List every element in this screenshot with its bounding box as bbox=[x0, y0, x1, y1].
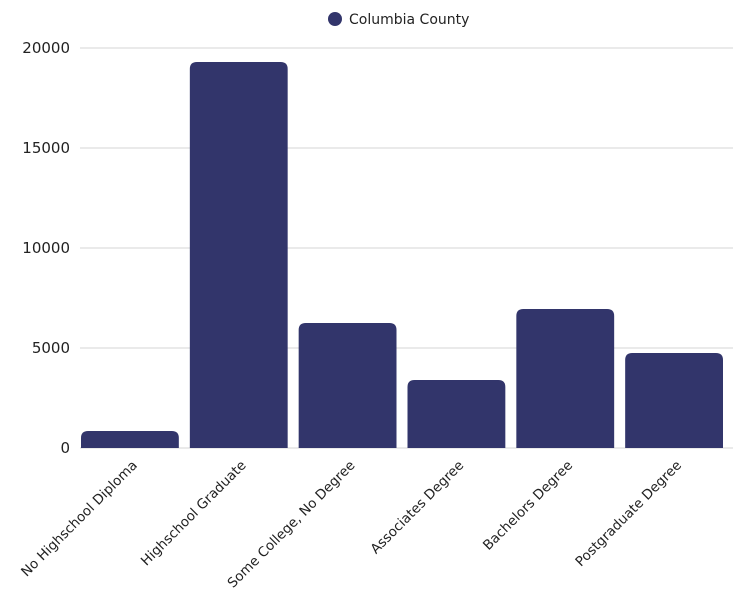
bar-postgraduate-degree bbox=[625, 353, 723, 448]
x-tick-label-postgraduate-degree: Postgraduate Degree bbox=[572, 458, 684, 570]
bar-bachelors-degree bbox=[516, 309, 615, 448]
x-tick-label-highschool-graduate: Highschool Graduate bbox=[138, 458, 250, 570]
bar-associates-degree bbox=[407, 380, 506, 448]
x-tick-label-bachelors-degree: Bachelors Degree bbox=[480, 458, 576, 554]
bar-some-college-no-degree bbox=[298, 323, 397, 448]
gridlines bbox=[80, 47, 733, 449]
x-tick-label-some-college-no-degree: Some College, No Degree bbox=[225, 458, 359, 592]
y-tick-label: 0 bbox=[60, 439, 70, 457]
legend-swatch bbox=[328, 12, 342, 26]
y-tick-label: 20000 bbox=[22, 39, 70, 57]
y-tick-label: 15000 bbox=[22, 139, 70, 157]
x-tick-label-no-highschool-diploma: No Highschool Diploma bbox=[18, 458, 141, 581]
bar-highschool-graduate bbox=[189, 62, 288, 448]
y-tick-label: 5000 bbox=[32, 339, 70, 357]
y-axis-ticks: 0 5000 10000 15000 20000 bbox=[22, 39, 70, 457]
x-tick-label-associates-degree: Associates Degree bbox=[367, 458, 467, 558]
legend: Columbia County bbox=[328, 12, 469, 28]
bar-no-highschool-diploma bbox=[81, 431, 179, 448]
legend-label-columbia-county: Columbia County bbox=[349, 12, 469, 28]
bars bbox=[81, 62, 723, 448]
y-tick-label: 10000 bbox=[22, 239, 70, 257]
